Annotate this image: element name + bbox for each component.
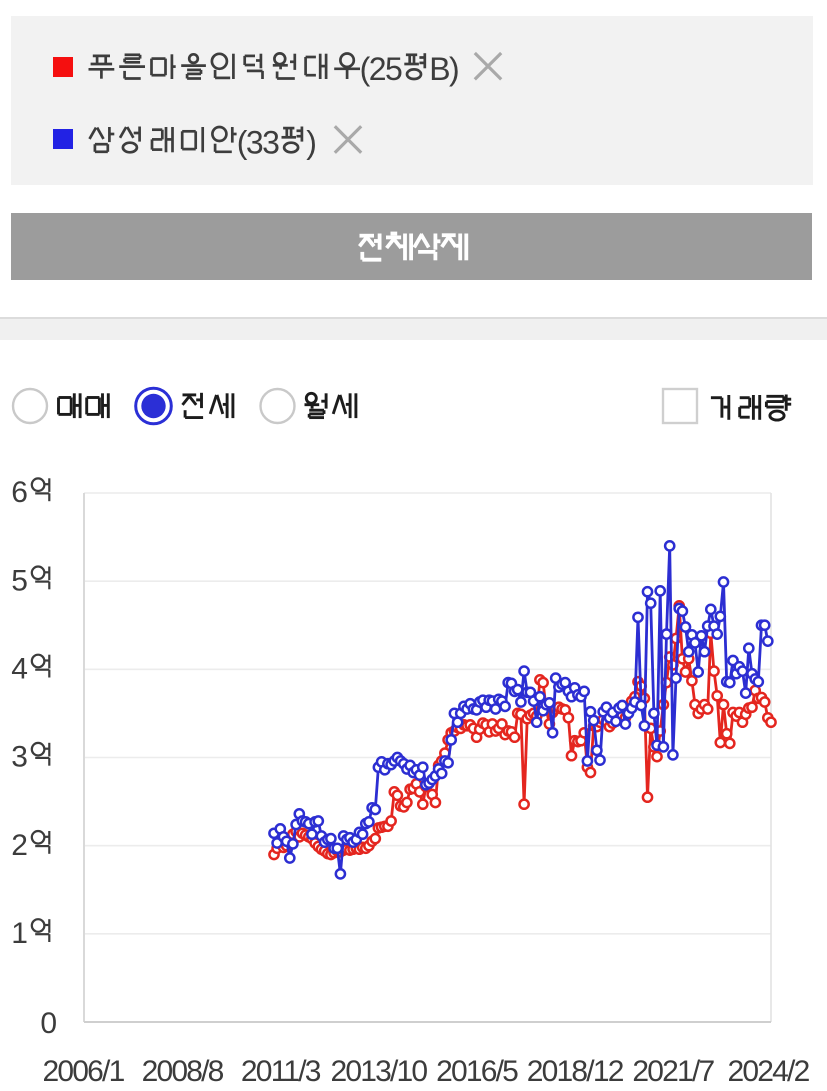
svg-text:2011/3: 2011/3 bbox=[241, 1055, 321, 1088]
svg-text:2008/8: 2008/8 bbox=[142, 1055, 224, 1088]
svg-text:2016/5: 2016/5 bbox=[436, 1055, 518, 1088]
svg-text:6: 6 bbox=[11, 476, 28, 509]
svg-text:2006/1: 2006/1 bbox=[43, 1055, 125, 1088]
svg-text:B): B) bbox=[429, 51, 458, 87]
svg-text:2: 2 bbox=[11, 829, 28, 862]
svg-text:(25: (25 bbox=[360, 51, 402, 87]
svg-text:2013/10: 2013/10 bbox=[330, 1055, 427, 1088]
svg-text:2018/12: 2018/12 bbox=[527, 1055, 624, 1088]
svg-text:0: 0 bbox=[40, 1007, 57, 1040]
svg-text:5: 5 bbox=[11, 564, 28, 597]
svg-text:2021/7: 2021/7 bbox=[632, 1055, 714, 1088]
svg-text:1: 1 bbox=[11, 917, 28, 950]
svg-text:): ) bbox=[306, 124, 315, 160]
svg-text:2024/2: 2024/2 bbox=[728, 1055, 810, 1088]
svg-text:(33: (33 bbox=[237, 124, 279, 160]
svg-text:4: 4 bbox=[11, 653, 28, 686]
svg-text:3: 3 bbox=[11, 741, 28, 774]
